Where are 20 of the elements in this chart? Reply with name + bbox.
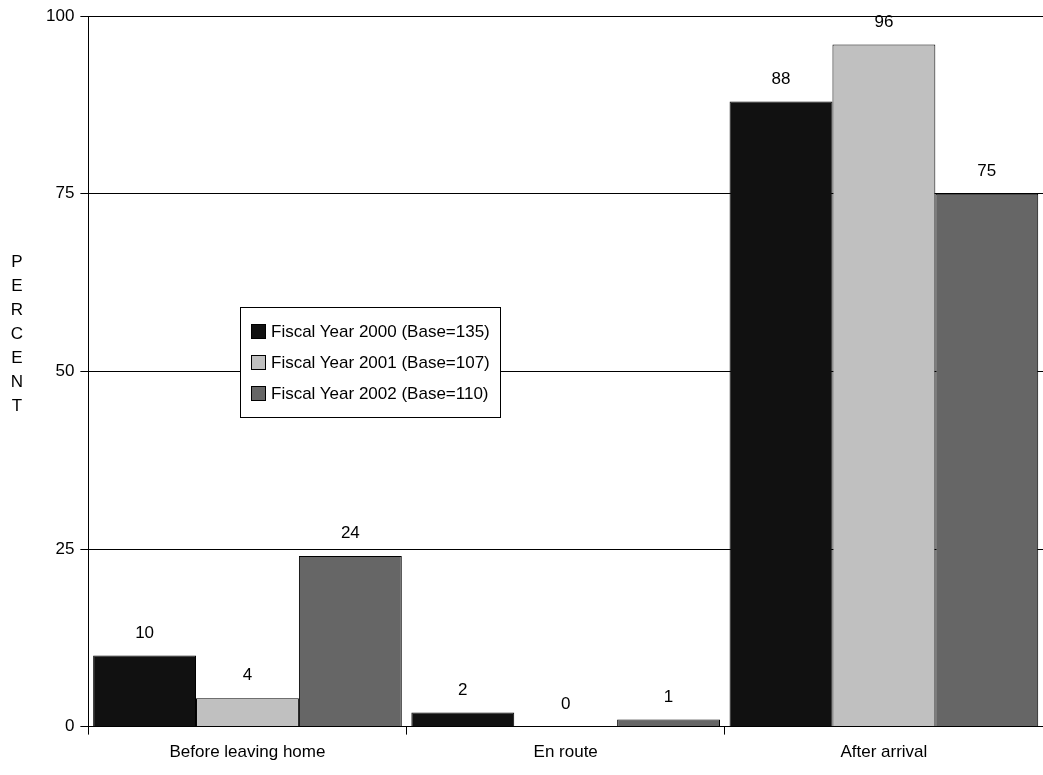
- legend-label: Fiscal Year 2000 (Base=135): [271, 321, 490, 342]
- legend-label: Fiscal Year 2001 (Base=107): [271, 352, 490, 373]
- data-label: 1: [663, 686, 674, 706]
- y-tick-label: 50: [55, 361, 75, 381]
- y-tick-label: 25: [55, 538, 75, 558]
- x-tick-label: After arrival: [840, 742, 928, 762]
- y-tick-label: 100: [45, 5, 75, 25]
- data-label: 2: [458, 679, 468, 699]
- y-tick-label: 0: [64, 716, 75, 736]
- x-tick-label: En route: [533, 742, 598, 762]
- x-tick-label: Before leaving home: [169, 742, 326, 762]
- data-label: 0: [560, 693, 571, 713]
- data-label: 88: [771, 68, 791, 88]
- data-label: 24: [340, 523, 360, 543]
- data-label: 10: [135, 622, 155, 642]
- y-tick-label: 75: [55, 183, 75, 203]
- data-label: 4: [242, 665, 253, 685]
- legend-label: Fiscal Year 2002 (Base=110): [271, 383, 489, 404]
- data-label: 75: [977, 160, 997, 180]
- y-axis-title: PERCENT: [9, 251, 25, 417]
